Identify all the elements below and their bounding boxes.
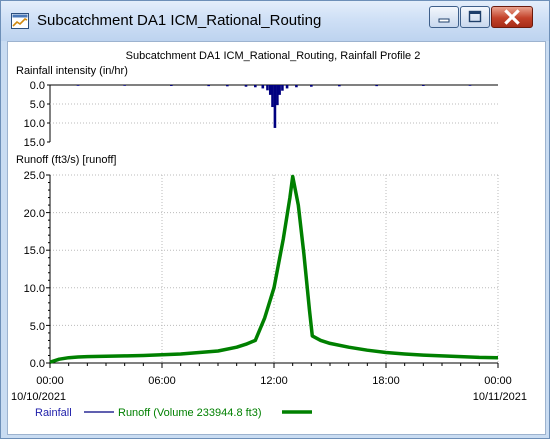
runoff-axis-label: Runoff (ft3/s) [runoff] [16, 154, 116, 166]
rainfall-tick-label: 0.0 [30, 80, 45, 92]
rainfall-plot: 0.0 5.0 10.0 15.0 [24, 80, 498, 149]
rainfall-bar [207, 85, 210, 87]
rainfall-bar [271, 85, 274, 108]
rainfall-bar [276, 85, 279, 106]
runoff-grid [50, 174, 499, 363]
runoff-tick-label: 25.0 [24, 170, 45, 182]
runoff-series-line [49, 174, 499, 364]
title-bar[interactable]: Subcatchment DA1 ICM_Rational_Routing [1, 1, 549, 41]
legend-runoff-label: Runoff (Volume 233944.8 ft3) [118, 407, 262, 419]
rainfall-bar [468, 85, 472, 86]
window-title: Subcatchment DA1 ICM_Rational_Routing [37, 12, 322, 29]
minimize-icon [438, 18, 450, 23]
maximize-button[interactable] [460, 6, 490, 28]
rainfall-bar [285, 85, 289, 89]
chart-canvas: Subcatchment DA1 ICM_Rational_Routing, R… [11, 50, 527, 419]
time-tick-label: 00:00 [484, 375, 512, 387]
rainfall-bars [76, 85, 472, 128]
rainfall-tick-label: 5.0 [30, 99, 45, 111]
rainfall-bar [123, 85, 126, 86]
runoff-tick-label: 15.0 [24, 245, 45, 257]
rainfall-bar [170, 85, 173, 86]
rainfall-bar [375, 85, 378, 87]
end-date-label: 10/11/2021 [473, 391, 527, 403]
rainfall-bar [338, 85, 341, 87]
rainfall-axis-label: Rainfall intensity (in/hr) [16, 65, 128, 77]
rainfall-bar [76, 85, 80, 86]
runoff-tick-label: 20.0 [24, 208, 45, 220]
rainfall-bar [268, 85, 272, 95]
minimize-button[interactable] [429, 6, 459, 28]
runoff-tick-label: 10.0 [24, 283, 45, 295]
time-axis-ticks: 00:00 06:00 12:00 18:00 00:00 10/10/2021… [11, 363, 527, 403]
rainfall-bar [310, 85, 313, 87]
rainfall-bar [273, 85, 277, 128]
rainfall-bar [278, 85, 281, 95]
maximize-icon [468, 10, 482, 23]
close-icon [504, 9, 520, 25]
time-tick-label: 12:00 [260, 375, 288, 387]
time-tick-label: 06:00 [148, 375, 176, 387]
close-button[interactable] [491, 6, 533, 28]
runoff-tick-label: 0.0 [30, 358, 45, 370]
start-date-label: 10/10/2021 [11, 391, 66, 403]
time-tick-label: 18:00 [372, 375, 400, 387]
runoff-plot: 0.0 5.0 10.0 15.0 20.0 25.0 00:00 06:00 … [11, 170, 527, 403]
rainfall-bar [261, 85, 265, 89]
rainfall-bar [295, 85, 298, 88]
legend: Rainfall Runoff (Volume 233944.8 ft3) [35, 407, 312, 419]
chart-app-icon [11, 13, 29, 29]
rainfall-bar [266, 85, 269, 91]
time-tick-label: 00:00 [36, 375, 64, 387]
legend-rainfall-label: Rainfall [35, 407, 72, 419]
runoff-y-ticks: 0.0 5.0 10.0 15.0 20.0 25.0 [24, 170, 50, 370]
rainfall-bar [281, 85, 284, 91]
rainfall-y-ticks: 0.0 5.0 10.0 15.0 [24, 80, 50, 149]
rainfall-bar [422, 85, 425, 86]
chart-title: Subcatchment DA1 ICM_Rational_Routing, R… [126, 50, 421, 62]
rainfall-bar [244, 85, 248, 87]
rainfall-tick-label: 15.0 [24, 137, 45, 149]
chart-area: Subcatchment DA1 ICM_Rational_Routing, R… [7, 41, 546, 435]
rainfall-tick-label: 10.0 [24, 118, 45, 130]
rainfall-bar [254, 85, 257, 88]
runoff-tick-label: 5.0 [30, 321, 45, 333]
rainfall-bar [226, 85, 229, 87]
